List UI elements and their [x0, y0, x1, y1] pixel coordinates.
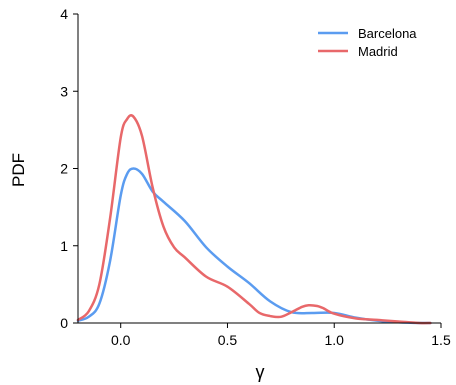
x-tick-label: 0.0	[111, 332, 131, 348]
y-tick-label: 4	[60, 6, 68, 22]
y-tick-label: 1	[60, 238, 68, 254]
legend: Barcelona Madrid	[318, 26, 417, 59]
x-tick-label: 0.5	[218, 332, 238, 348]
y-tick-label: 0	[60, 315, 68, 331]
y-tick-label: 3	[60, 83, 68, 99]
legend-label-barcelona: Barcelona	[358, 26, 417, 41]
x-tick-label: 1.0	[325, 332, 345, 348]
series-line-madrid	[76, 114, 432, 325]
y-axis-label: PDF	[9, 153, 28, 187]
plot-lines	[76, 114, 432, 325]
y-tick-label: 2	[60, 161, 68, 177]
series-line-barcelona	[76, 167, 432, 325]
x-tick-label: 1.5	[431, 332, 451, 348]
legend-label-madrid: Madrid	[358, 44, 398, 59]
axes: 0.0 0.5 1.0 1.5 0 1 2 3 4	[60, 6, 451, 348]
x-axis-label: γ	[256, 362, 265, 382]
